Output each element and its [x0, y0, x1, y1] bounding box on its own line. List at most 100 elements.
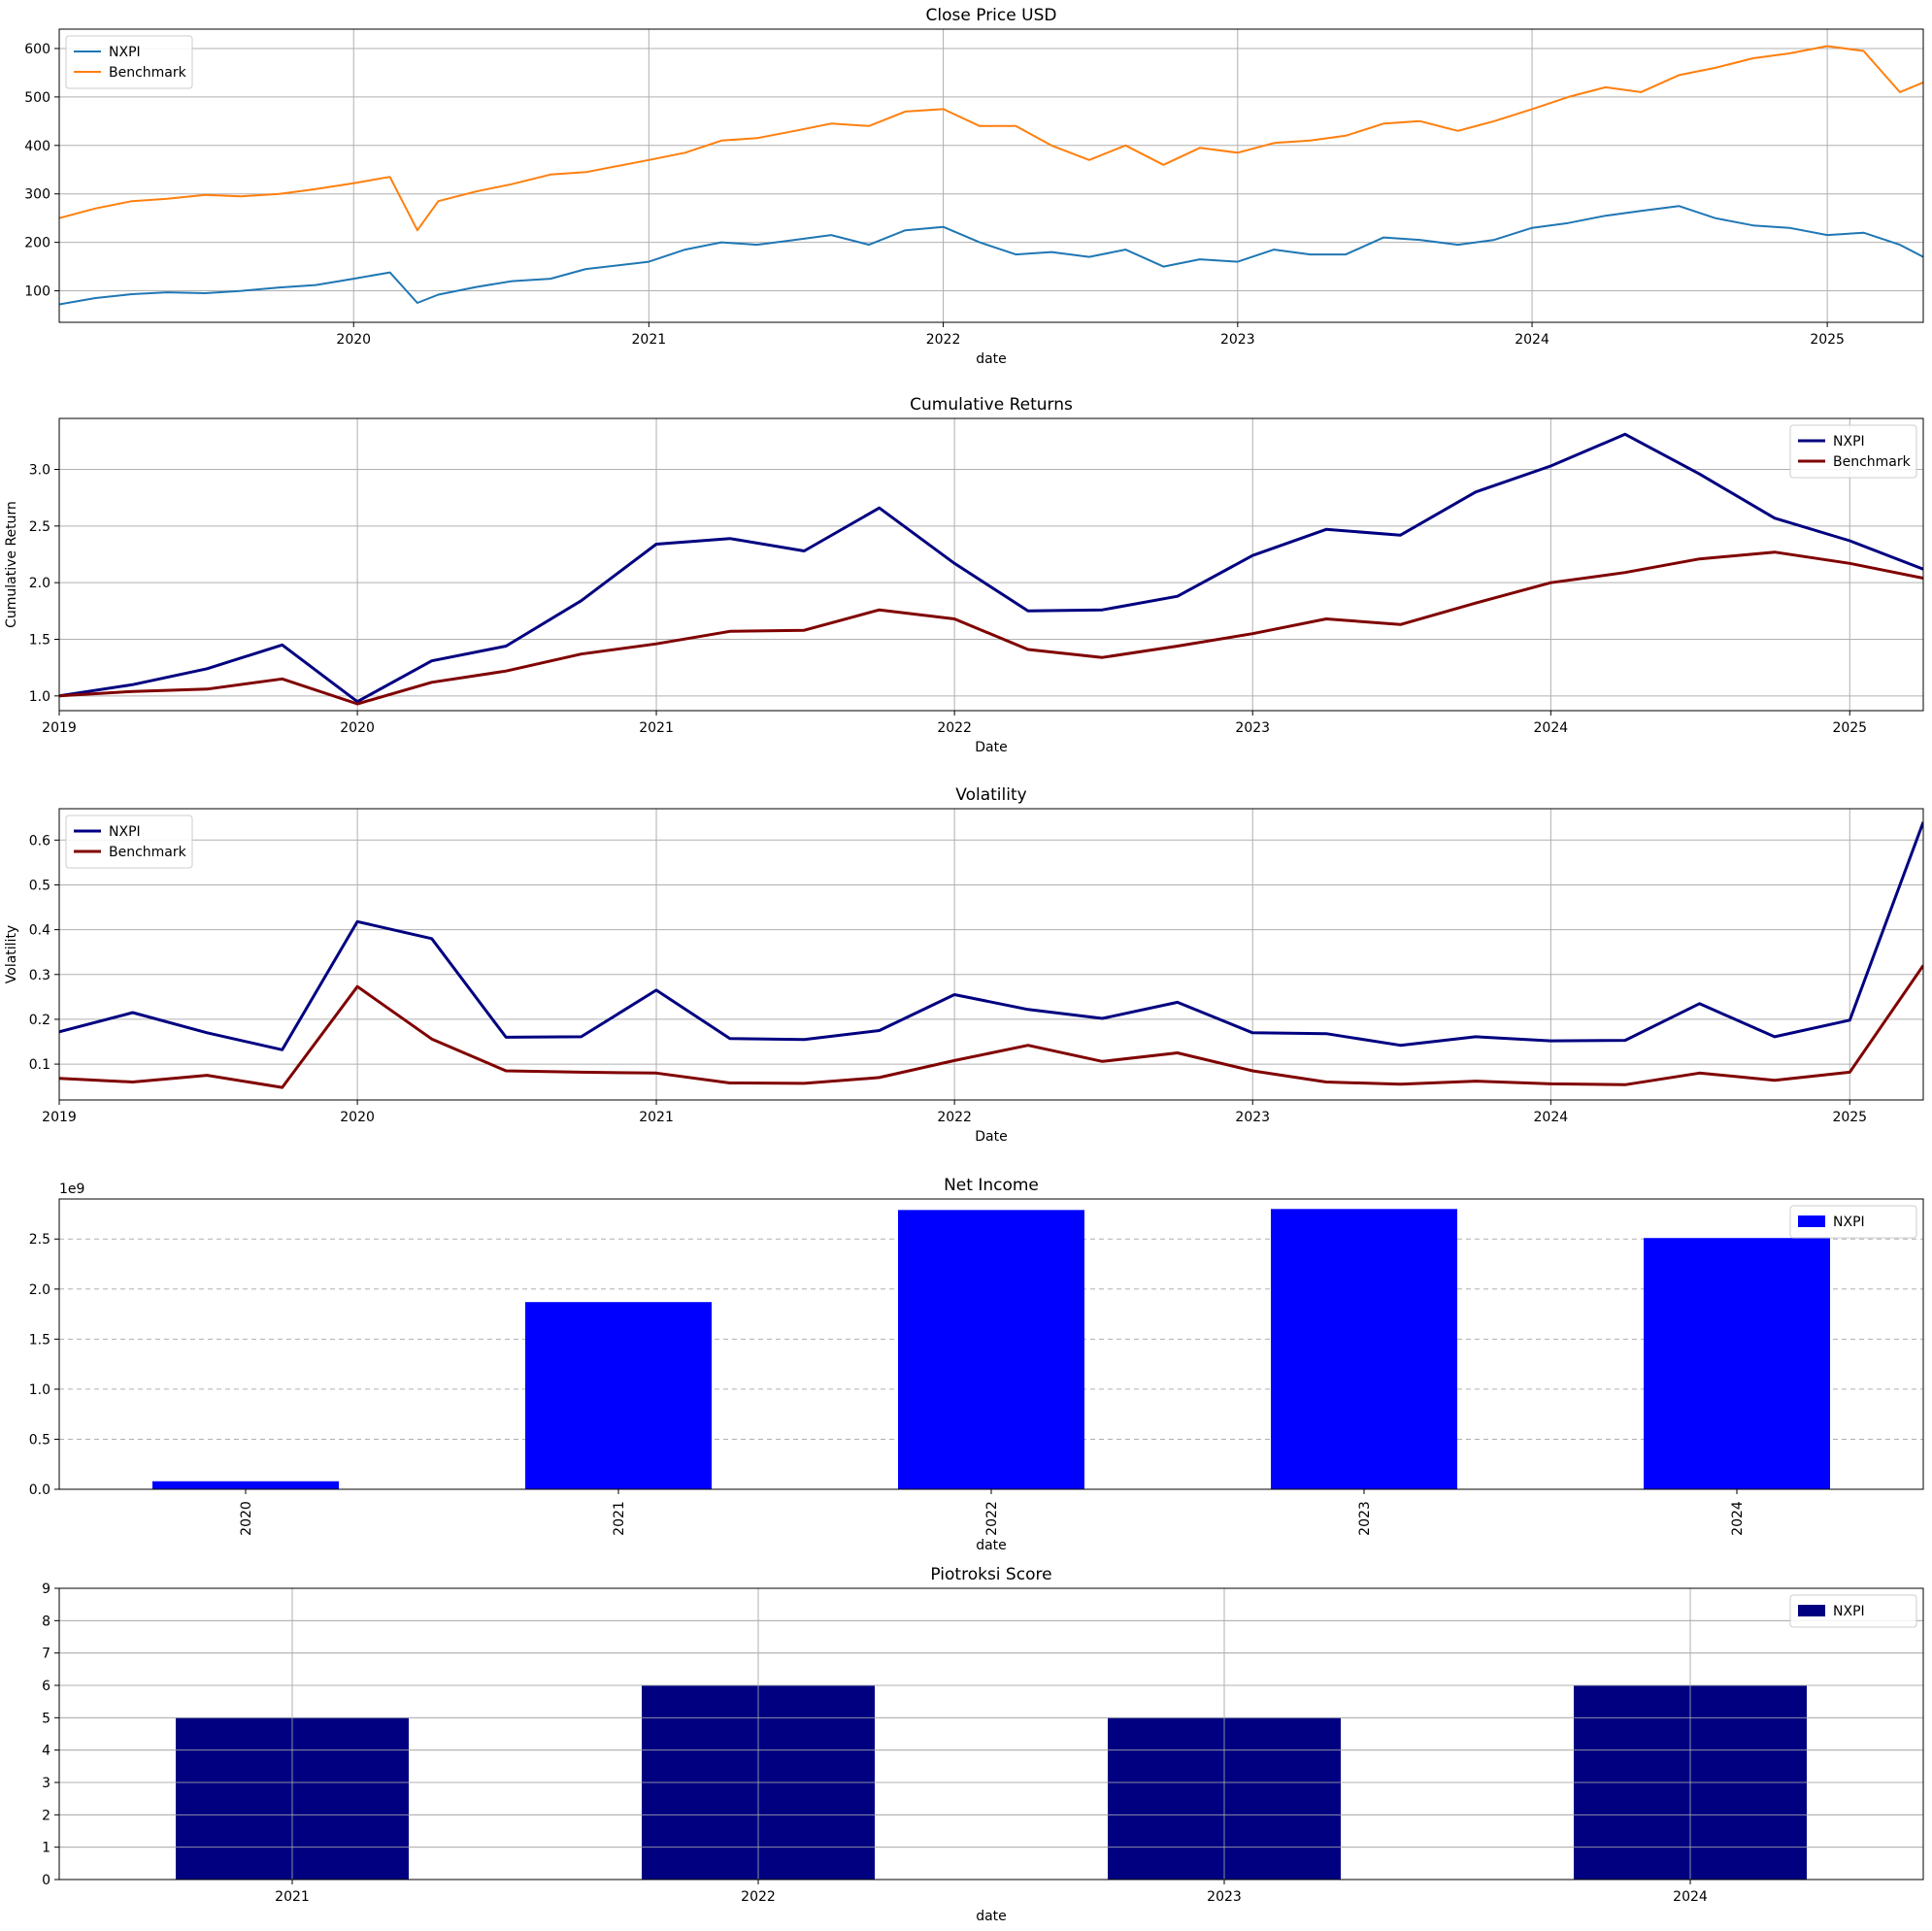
- y-tick-label: 0.1: [29, 1057, 50, 1073]
- y-tick-label: 0.4: [29, 923, 50, 939]
- y-tick-label: 500: [24, 90, 50, 106]
- legend: NXPI Benchmark: [65, 815, 193, 869]
- y-tick-label: 2.5: [29, 519, 50, 535]
- bar-2024: [1644, 1238, 1830, 1489]
- y-tick-label: 0.0: [29, 1482, 50, 1498]
- legend-label: NXPI: [109, 45, 141, 60]
- x-tick-label: 2020: [340, 720, 375, 736]
- legend-label: NXPI: [1833, 1215, 1865, 1230]
- x-tick-label: 2024: [1673, 1889, 1708, 1905]
- x-tick-label: 2024: [1515, 332, 1549, 348]
- y-tick-label: 0.5: [29, 1432, 50, 1448]
- axes-frame: [58, 808, 1924, 1101]
- x-tick-label: 2021: [639, 720, 674, 736]
- legend-swatch: [1798, 1215, 1825, 1227]
- legend-label: NXPI: [1833, 1604, 1865, 1619]
- x-tick-label: 2021: [612, 1501, 627, 1536]
- y-tick-label: 2: [42, 1808, 50, 1823]
- chart-title: Volatility: [955, 785, 1026, 805]
- x-axis-label: date: [976, 1538, 1007, 1553]
- y-tick-label: 600: [24, 42, 50, 57]
- y-tick-label: 8: [42, 1614, 50, 1629]
- y-tick-label: 2.0: [29, 1282, 50, 1298]
- axes-frame: [58, 1198, 1924, 1490]
- y-tick-label: 9: [42, 1581, 50, 1597]
- legend-label: NXPI: [1833, 434, 1865, 449]
- chart-title: Close Price USD: [926, 6, 1057, 25]
- x-tick-label: 2023: [1357, 1501, 1373, 1536]
- y-tick-label: 1.5: [29, 633, 50, 649]
- y-tick-label: 1.5: [29, 1332, 50, 1348]
- bar-2020: [152, 1481, 339, 1489]
- y-tick-label: 0.2: [29, 1013, 50, 1028]
- x-tick-label: 2024: [1534, 1110, 1569, 1125]
- y-tick-label: 1.0: [29, 689, 50, 705]
- chart-title: Piotroksi Score: [930, 1565, 1051, 1584]
- legend-box: [1789, 1205, 1917, 1239]
- chart-title: Cumulative Returns: [910, 395, 1073, 415]
- x-tick-label: 2025: [1832, 1110, 1867, 1125]
- axes-frame: [58, 1587, 1924, 1881]
- x-tick-label: 2022: [984, 1501, 1000, 1536]
- y-tick-label: 0: [42, 1873, 50, 1888]
- chart-panel-4: Net Income 0.0 0.5 1.0 1.5 2.0 2.5 2020 2021 2022…: [29, 1176, 1924, 1553]
- x-axis-label: Date: [975, 1129, 1007, 1145]
- chart-title: Net Income: [944, 1176, 1039, 1195]
- x-tick-label: 2022: [741, 1889, 776, 1905]
- y-tick-label: 400: [24, 139, 50, 154]
- x-tick-label: 2023: [1235, 720, 1270, 736]
- legend-swatch: [1798, 1605, 1825, 1616]
- axes-frame: [58, 28, 1924, 323]
- y-tick-label: 3: [42, 1776, 50, 1791]
- x-axis: 2021 2022 2023 2024: [275, 1588, 1708, 1905]
- series-line-nxpi: [59, 205, 1923, 306]
- legend-label: Benchmark: [109, 65, 187, 81]
- scale-label: 1e9: [59, 1182, 84, 1197]
- y-tick-label: 100: [24, 284, 50, 300]
- x-tick-label: 2025: [1810, 332, 1845, 348]
- x-tick-label: 2023: [1235, 1110, 1270, 1125]
- y-tick-label: 2.0: [29, 576, 50, 591]
- y-tick-label: 7: [42, 1647, 50, 1662]
- y-tick-label: 0.5: [29, 878, 50, 893]
- legend: NXPI: [1789, 1205, 1917, 1239]
- x-axis-label: date: [976, 351, 1007, 367]
- x-tick-label: 2024: [1730, 1501, 1746, 1536]
- chart-panel-1: Close Price USD 100 200 300 400 500 600 2020 202…: [24, 6, 1924, 367]
- x-tick-label: 2020: [336, 332, 371, 348]
- y-tick-label: 1: [42, 1841, 50, 1856]
- bar-2023: [1271, 1209, 1457, 1489]
- x-axis: 2020 2021 2022 2023 2024: [239, 1489, 1746, 1536]
- series-line-benchmark: [59, 45, 1923, 232]
- y-tick-label: 6: [42, 1679, 50, 1694]
- x-tick-label: 2021: [639, 1110, 674, 1125]
- y-tick-label: 5: [42, 1711, 50, 1726]
- x-tick-label: 2020: [340, 1110, 375, 1125]
- x-axis-label: date: [976, 1909, 1007, 1924]
- bar-2021: [525, 1302, 712, 1489]
- y-tick-label: 2.5: [29, 1232, 50, 1248]
- x-tick-label: 2020: [239, 1501, 254, 1536]
- y-tick-label: 1.0: [29, 1382, 50, 1398]
- legend: NXPI Benchmark: [65, 35, 193, 89]
- x-tick-label: 2021: [275, 1889, 310, 1905]
- series-line-nxpi: [59, 821, 1923, 1051]
- y-tick-label: 3.0: [29, 463, 50, 479]
- y-axis-label: Volatility: [4, 925, 19, 983]
- axes-frame: [58, 417, 1924, 712]
- bar-2022: [898, 1210, 1084, 1489]
- legend: NXPI: [1789, 1594, 1917, 1628]
- x-tick-label: 2019: [42, 720, 77, 736]
- x-tick-label: 2022: [937, 720, 972, 736]
- y-tick-label: 200: [24, 236, 50, 251]
- legend-box: [65, 35, 193, 89]
- chart-panel-3: Volatility 0.1 0.2 0.3 0.4 0.5 0.6 Volatility 20…: [4, 785, 1924, 1145]
- legend-box: [1789, 1594, 1917, 1628]
- legend-box: [1789, 424, 1917, 479]
- legend: NXPI Benchmark: [1789, 424, 1917, 479]
- x-tick-label: 2025: [1832, 720, 1867, 736]
- x-tick-label: 2023: [1207, 1889, 1242, 1905]
- x-tick-label: 2023: [1220, 332, 1255, 348]
